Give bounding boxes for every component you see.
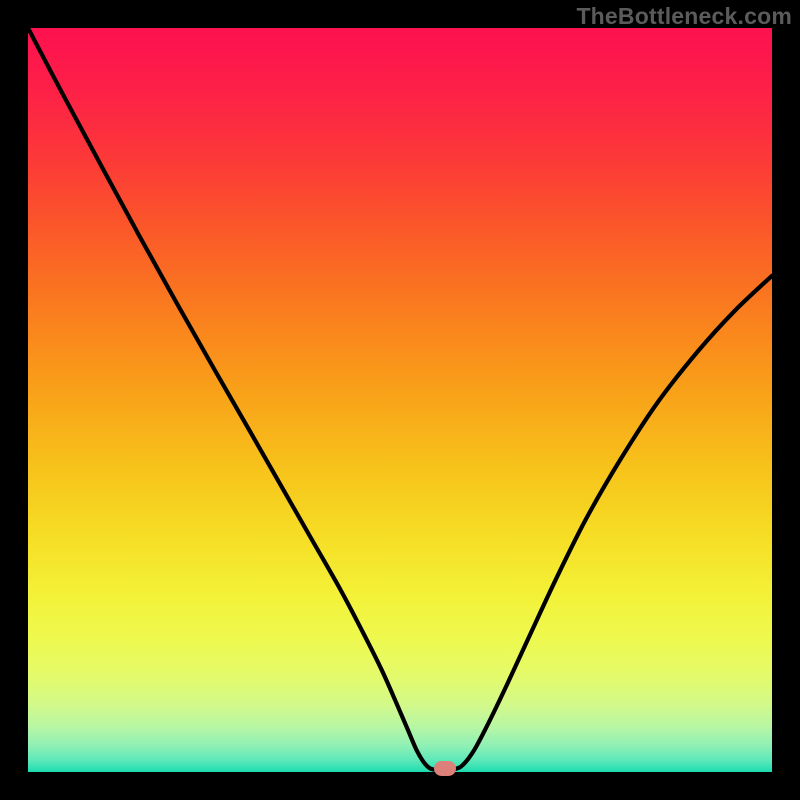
- watermark-text: TheBottleneck.com: [576, 3, 792, 30]
- plot-area: [28, 28, 772, 772]
- optimum-marker: [434, 761, 456, 776]
- chart-container: TheBottleneck.com: [0, 0, 800, 800]
- plot-svg: [28, 28, 772, 772]
